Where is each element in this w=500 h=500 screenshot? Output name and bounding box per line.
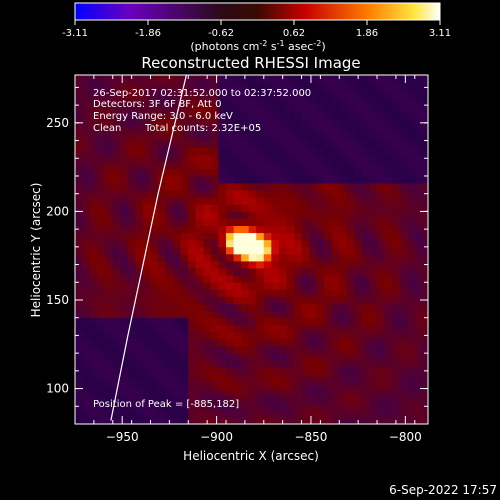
annotation-clean: Clean: [93, 123, 121, 134]
annotation-time-range: 26-Sep-2017 02:31:52.000 to 02:37:52.000: [93, 88, 311, 99]
colorbar-tick-label: -3.11: [62, 28, 88, 39]
heatmap-image: [75, 75, 428, 424]
y-tick-label: 200: [46, 204, 69, 218]
annotation-detectors: Detectors: 3F 6F 8F, Att 0: [93, 99, 221, 110]
x-tick-label: −900: [200, 430, 233, 444]
annotation-energy-range: Energy Range: 3.0 - 6.0 keV: [93, 111, 233, 122]
footer-date: 6-Sep-2022 17:57: [389, 483, 497, 497]
y-tick-label: 250: [46, 116, 69, 130]
chart-title: Reconstructed RHESSI Image: [141, 54, 360, 72]
x-tick-label: −850: [294, 430, 327, 444]
x-axis-label: Heliocentric X (arcsec): [183, 449, 319, 463]
x-tick-label: −950: [106, 430, 139, 444]
colorbar-tick-label: -1.86: [135, 28, 161, 39]
colorbar-unit-label: (photons cm-2 s-1 asec-2): [190, 39, 325, 53]
annotation-total-counts: Total counts: 2.32E+05: [144, 123, 261, 134]
y-axis-label: Heliocentric Y (arcsec): [29, 183, 43, 318]
colorbar-ticks: -3.11 -1.86 -0.62 0.62 1.86 3.11: [62, 20, 451, 39]
y-tick-label: 100: [46, 382, 69, 396]
solar-limb-curve: [110, 75, 187, 421]
annotation-peak-position: Position of Peak = [-885,182]: [93, 399, 239, 410]
colorbar-tick-label: 3.11: [429, 28, 451, 39]
colorbar-tick-label: 0.62: [283, 28, 305, 39]
y-tick-label: 150: [46, 293, 69, 307]
colorbar-tick-label: -0.62: [208, 28, 234, 39]
axes: −950 −900 −850 −800 100 150 200 250: [46, 75, 428, 444]
colorbar: [74, 2, 441, 21]
x-tick-label: −800: [389, 430, 422, 444]
plot-frame: [74, 74, 429, 425]
colorbar-tick-label: 1.86: [356, 28, 378, 39]
